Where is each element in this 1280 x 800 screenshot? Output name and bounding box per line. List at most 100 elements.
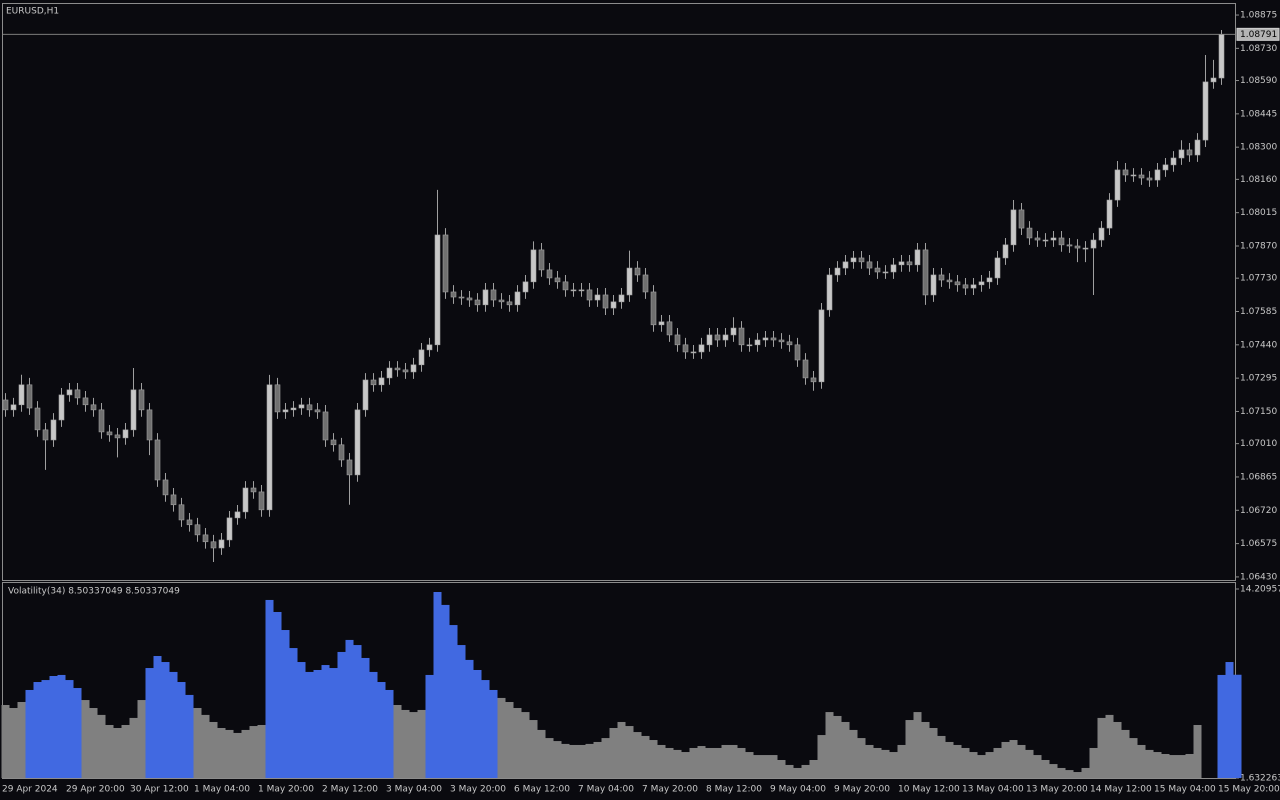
x-tick-label: 2 May 12:00 — [322, 785, 378, 795]
histogram-bar — [761, 755, 770, 778]
histogram-bar — [1033, 755, 1042, 778]
histogram-bar — [881, 749, 890, 778]
x-tick-label: 9 May 20:00 — [834, 785, 890, 795]
histogram-bar — [937, 735, 946, 778]
y-tick-label: 1.07440 — [1240, 340, 1277, 350]
candle-body — [1194, 139, 1201, 156]
candle-body — [1010, 209, 1017, 246]
candle-body — [482, 289, 489, 306]
candle-body — [354, 409, 361, 476]
histogram-bar — [185, 694, 194, 778]
histogram-bar — [401, 709, 410, 778]
candle-body — [442, 234, 449, 293]
x-tick-label: 13 May 04:00 — [962, 785, 1024, 795]
candle-body — [826, 274, 833, 311]
histogram-bar — [697, 746, 706, 778]
histogram-bar — [593, 741, 602, 778]
histogram-bar — [465, 659, 474, 778]
histogram-bar — [321, 665, 330, 778]
x-tick-label: 9 May 04:00 — [770, 785, 826, 795]
histogram-bar — [833, 715, 842, 778]
histogram-bar — [345, 639, 354, 778]
candle-body — [474, 299, 481, 306]
histogram-bar — [641, 735, 650, 778]
candle-body — [714, 334, 721, 341]
candle-body — [434, 234, 441, 346]
candle-body — [1018, 209, 1025, 229]
candle-body — [1162, 164, 1169, 171]
y-tick-label: 1.08015 — [1240, 208, 1277, 218]
histogram-bar — [817, 735, 826, 778]
candle-body — [962, 284, 969, 289]
candle-body — [330, 439, 337, 446]
x-tick-label: 14 May 12:00 — [1090, 785, 1152, 795]
candle-body — [258, 491, 265, 511]
candle-body — [994, 257, 1001, 279]
histogram-bar — [841, 721, 850, 778]
histogram-bar — [825, 712, 834, 778]
candle-body — [538, 249, 545, 271]
histogram-bar — [849, 729, 858, 778]
histogram-bar — [1089, 747, 1098, 778]
candle-body — [658, 321, 665, 326]
candle-body — [882, 271, 889, 274]
histogram-bar — [33, 682, 42, 778]
last-price-box — [1236, 27, 1280, 41]
candle-body — [914, 249, 921, 266]
candle-body — [378, 377, 385, 386]
candle-body — [698, 344, 705, 353]
candle-body — [498, 299, 505, 303]
histogram-bar — [145, 668, 154, 778]
histogram-bar — [161, 662, 170, 778]
y-tick-label: 1.632263 — [1240, 774, 1280, 784]
histogram-bar — [49, 676, 58, 778]
histogram-bar — [929, 727, 938, 778]
histogram-bar — [961, 747, 970, 778]
candle-body — [10, 404, 17, 411]
candle-body — [346, 459, 353, 476]
candle-body — [570, 289, 577, 292]
candle-body — [2, 399, 9, 411]
x-tick-label: 13 May 20:00 — [1026, 785, 1088, 795]
histogram-bar — [289, 648, 298, 778]
candle-body — [1170, 157, 1177, 166]
x-tick-label: 3 May 20:00 — [450, 785, 506, 795]
histogram-bar — [177, 682, 186, 778]
histogram-bar — [913, 712, 922, 778]
y-tick-label: 1.07295 — [1240, 374, 1277, 384]
candle-body — [338, 444, 345, 461]
candle-body — [850, 257, 857, 263]
histogram-bar — [353, 645, 362, 778]
histogram-bar — [81, 700, 90, 778]
candle-body — [986, 277, 993, 283]
candle-body — [162, 479, 169, 496]
candle-body — [1090, 239, 1097, 249]
candle-body — [746, 344, 753, 347]
candle-body — [34, 407, 41, 431]
candle-body — [778, 339, 785, 343]
candle-body — [874, 267, 881, 273]
histogram-bar — [769, 755, 778, 778]
histogram-bar — [905, 720, 914, 778]
candle-body — [546, 269, 553, 279]
candle-body — [226, 517, 233, 541]
histogram-bar — [257, 724, 266, 778]
histogram-bar — [857, 738, 866, 778]
candle-body — [810, 377, 817, 383]
histogram-bar — [1041, 760, 1050, 778]
candle-body — [530, 249, 537, 283]
candle-body — [42, 429, 49, 441]
histogram-bar — [977, 755, 986, 778]
histogram-bar — [297, 662, 306, 778]
histogram-bar — [953, 744, 962, 778]
histogram-bar — [809, 760, 818, 778]
histogram-bar — [633, 732, 642, 778]
y-tick-label: 1.07730 — [1240, 274, 1277, 284]
histogram-bar — [313, 669, 322, 778]
candle-body — [418, 349, 425, 366]
y-tick-label: 14.209573 — [1240, 585, 1280, 595]
histogram-bar — [113, 727, 122, 778]
histogram-bar — [1161, 753, 1170, 778]
candle-body — [66, 389, 73, 396]
candle-body — [466, 297, 473, 301]
